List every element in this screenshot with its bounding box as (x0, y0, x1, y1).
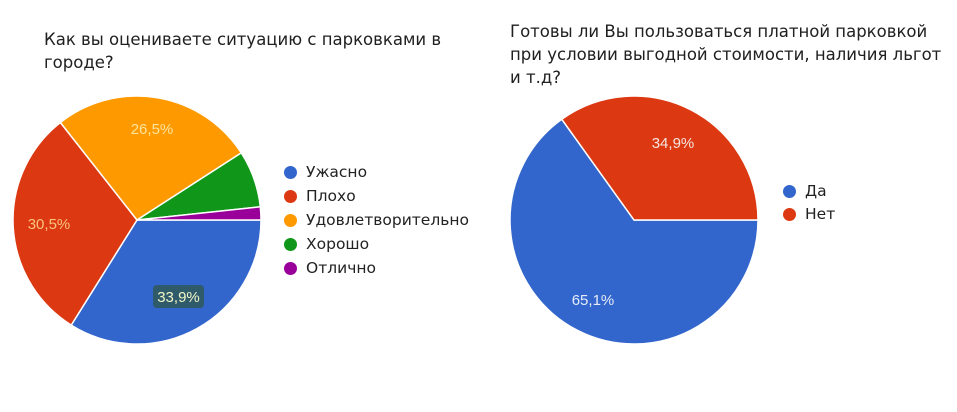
legend-label: Ужасно (306, 163, 368, 181)
legend-item-udovletvoritelno: Удовлетворительно (284, 211, 469, 229)
legend-label: Удовлетворительно (306, 211, 470, 229)
legend-item-khorosho: Хорошо (284, 235, 369, 253)
slice-label-net: 34,9% (652, 135, 695, 152)
pie-chart-paid-parking: 34,9% 65,1% (509, 95, 759, 345)
legend-item-otlichno: Отлично (284, 259, 376, 277)
pie-chart-parking-situation: 33,9% 30,5% 26,5% (12, 95, 262, 345)
legend-item-net: Нет (783, 205, 835, 223)
slice-label-da: 65,1% (572, 292, 615, 309)
slice-label-uzhasno: 33,9% (157, 289, 200, 306)
chart-title-paid-parking: Готовы ли Вы пользоваться платной парков… (510, 22, 942, 87)
legend-item-da: Да (783, 182, 827, 200)
legend-label: Отлично (306, 259, 376, 277)
slice-label-plokho: 30,5% (28, 216, 71, 233)
pie-slice-1 (12, 121, 138, 327)
pie-slice-4 (136, 205, 262, 221)
legend-label: Хорошо (306, 235, 370, 253)
pie-slice-1 (560, 95, 759, 221)
legend-item-plokho: Плохо (284, 187, 356, 205)
legend-dot-icon (284, 189, 297, 203)
pie-slice-2 (59, 95, 243, 221)
pie-slice-0 (509, 118, 759, 345)
slice-label-udovletvoritelno: 26,5% (131, 121, 174, 138)
legend-item-uzhasno: Ужасно (284, 163, 367, 181)
legend-dot-icon (284, 165, 297, 179)
legend-label: Плохо (306, 187, 356, 205)
legend-dot-icon (284, 213, 297, 227)
legend-label: Нет (805, 205, 836, 223)
highlight-label-box (153, 285, 204, 308)
chart-title-parking-situation: Как вы оцениваете ситуацию с парковками … (44, 30, 442, 72)
pie-slice-0 (70, 219, 262, 345)
legend-label: Да (805, 182, 827, 200)
legend-dot-icon (284, 237, 297, 251)
legend-dot-icon (783, 207, 796, 221)
legend-dot-icon (783, 184, 796, 198)
legend-dot-icon (284, 261, 297, 275)
